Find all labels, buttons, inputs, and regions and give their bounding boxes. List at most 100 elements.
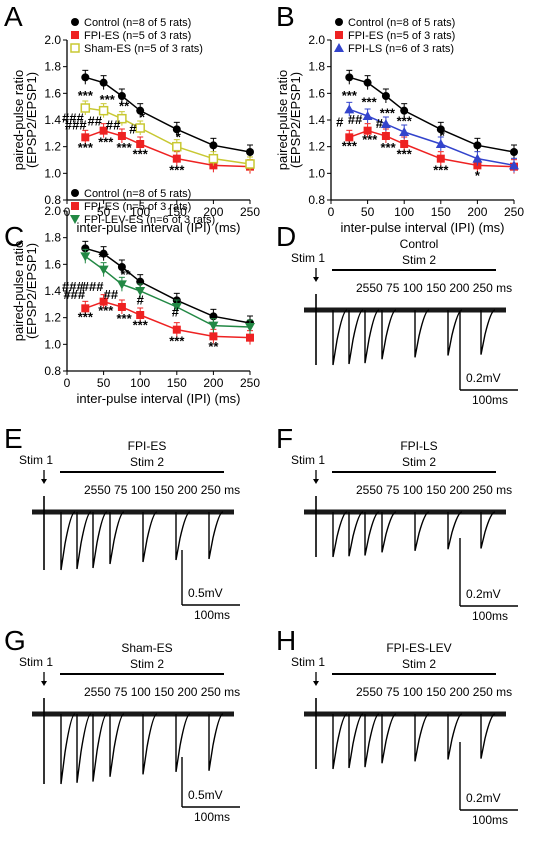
data-point (80, 103, 91, 113)
significance-marker: *** (100, 92, 116, 107)
data-point (399, 127, 410, 136)
data-point (117, 132, 126, 140)
data-point (117, 92, 126, 100)
evoked-response (332, 713, 348, 770)
data-point (435, 139, 446, 148)
evoked-response (381, 713, 397, 764)
legend-marker (71, 18, 79, 26)
y-axis-label: (EPSP2/EPSP1) (288, 72, 303, 168)
significance-marker: ### (62, 111, 84, 126)
evoked-response (208, 511, 224, 560)
evoked-response (142, 713, 158, 775)
legend-label: FPI-ES (n=5 of 3 rats) (348, 30, 455, 42)
time-scale-label: 100ms (194, 608, 230, 622)
stim1-arrowhead (313, 681, 319, 686)
y-axis-label: paired-pulse ratio (275, 70, 290, 170)
panel-label: B (276, 1, 295, 32)
stim2-label: Stim 2 (402, 455, 436, 469)
evoked-response (60, 511, 76, 571)
data-point (172, 325, 181, 334)
data-point (381, 92, 390, 100)
time-scale-label: 100ms (472, 813, 508, 827)
y-axis-label: paired-pulse ratio (11, 70, 26, 170)
data-point (135, 123, 145, 133)
data-point (245, 159, 255, 169)
chart-panel-c: C0.81.01.21.41.61.82.00 50 100 150 200 250int… (4, 188, 260, 406)
stim2-label: Stim 2 (402, 253, 436, 267)
evoked-response (60, 713, 76, 785)
stim1-arrowhead (313, 479, 319, 484)
legend-label: Sham-ES (n=5 of 3 rats) (84, 43, 203, 55)
significance-marker: * (475, 168, 481, 183)
evoked-response (109, 511, 125, 565)
x-tick-label: 0 (64, 376, 71, 390)
significance-marker: * (140, 109, 146, 124)
stim1-label: Stim 1 (291, 655, 325, 669)
data-point (509, 160, 519, 170)
stim2-label: Stim 2 (402, 657, 436, 671)
data-point (345, 73, 354, 82)
significance-marker: *** (78, 310, 94, 325)
legend-marker (71, 202, 79, 210)
data-point (172, 141, 182, 152)
evoked-response (92, 511, 108, 569)
stim1-label: Stim 1 (19, 453, 53, 467)
trace-panel-h: H FPI-ES-LEV Stim 2 Stim 1 2550 75 100 150 2… (276, 625, 518, 827)
data-point (98, 105, 109, 116)
x-axis-label: inter-pulse interval (IPI) (ms) (77, 391, 241, 406)
evoked-response (208, 713, 224, 771)
panel-label: G (4, 625, 26, 656)
x-tick-label: 150 (431, 205, 451, 219)
x-tick-label: 200 (203, 205, 223, 219)
significance-marker: ## (104, 287, 119, 302)
data-point (81, 73, 90, 82)
y-tick-label: 1.6 (44, 257, 61, 271)
evoked-response (480, 309, 496, 355)
significance-marker: *** (78, 140, 94, 155)
legend-marker (335, 18, 343, 26)
panel-label: E (4, 423, 23, 454)
stim1-arrowhead (41, 479, 47, 484)
significance-marker: *** (381, 140, 397, 155)
evoked-response (414, 309, 430, 358)
significance-marker: *** (98, 303, 114, 318)
y-tick-label: 1.4 (44, 284, 61, 298)
legend-marker (334, 43, 344, 52)
data-point (117, 263, 126, 271)
data-point (135, 287, 146, 296)
x-tick-label: 250 (240, 205, 260, 219)
x-axis-label: inter-pulse interval (IPI) (ms) (341, 220, 505, 235)
interval-labels: 2550 75 100 150 200 250 ms (356, 685, 512, 699)
x-tick-label: 150 (167, 376, 187, 390)
stim1-arrowhead (41, 681, 47, 686)
data-point (171, 303, 182, 312)
x-tick-label: 100 (130, 205, 150, 219)
trace-title: Control (400, 237, 439, 251)
data-point (99, 297, 108, 306)
y-tick-label: 2.0 (308, 33, 325, 47)
data-point (381, 132, 390, 140)
x-tick-label: 250 (504, 205, 524, 219)
y-tick-label: 0.8 (44, 364, 61, 378)
x-tick-label: 50 (97, 205, 111, 219)
interval-labels: 2550 75 100 150 200 250 ms (356, 281, 512, 295)
interval-labels: 2550 75 100 150 200 250 ms (84, 483, 240, 497)
significance-marker: ## (106, 117, 121, 132)
y-tick-label: 0.8 (44, 193, 61, 207)
data-point (136, 140, 145, 148)
data-point (363, 78, 372, 87)
legend-label: FPI-ES (n=5 of 3 rats) (84, 30, 191, 42)
significance-marker: # (336, 115, 344, 130)
evoked-response (364, 511, 380, 556)
data-point (172, 125, 181, 134)
data-point (344, 104, 355, 114)
data-point (80, 252, 91, 262)
data-point (380, 119, 391, 128)
significance-marker: ### (82, 279, 104, 294)
trace-title: FPI-ES-LEV (386, 641, 451, 655)
evoked-response (364, 713, 380, 768)
stim1-label: Stim 1 (19, 655, 53, 669)
y-tick-label: 1.6 (44, 86, 61, 100)
evoked-response (480, 511, 496, 549)
